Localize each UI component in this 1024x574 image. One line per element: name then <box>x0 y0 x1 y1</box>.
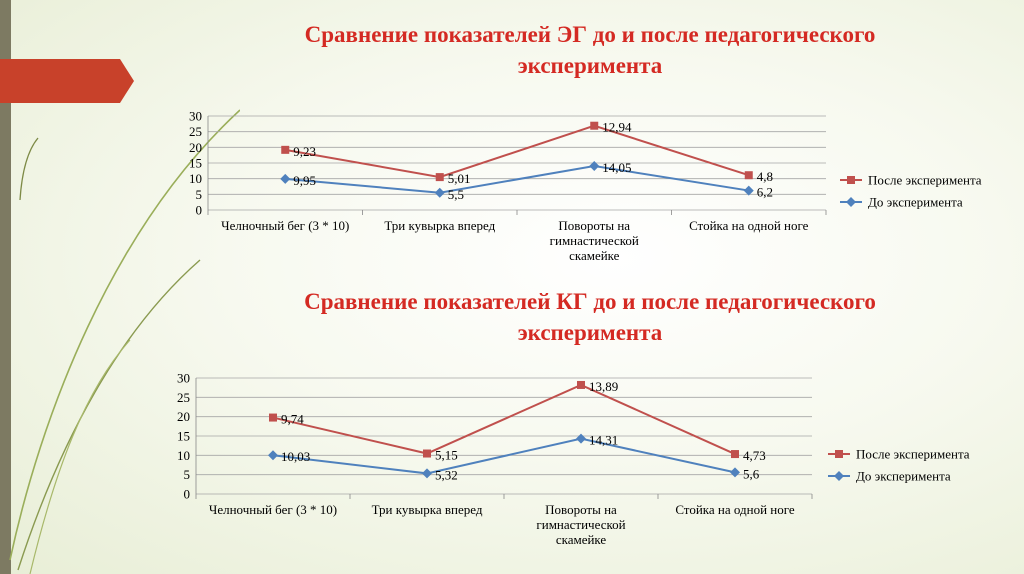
data-point <box>730 467 740 478</box>
decorative-stems <box>9 109 240 574</box>
y-tick-label: 0 <box>196 203 203 218</box>
data-label: 5,01 <box>448 171 471 186</box>
y-tick-label: 30 <box>189 109 202 124</box>
x-tick-label: Стойка на одной ноге <box>675 502 795 517</box>
data-label: 10,03 <box>281 449 310 464</box>
legend-label: До эксперимента <box>868 195 963 210</box>
series-line <box>272 437 736 475</box>
x-tick-label: Повороты на гимнастической скамейке <box>550 218 639 263</box>
y-tick-label: 15 <box>177 429 190 444</box>
legend-marker <box>834 471 844 481</box>
y-tick-label: 0 <box>184 487 191 502</box>
y-tick-label: 10 <box>177 448 190 463</box>
data-point <box>743 185 754 196</box>
data-label: 4,8 <box>757 169 773 184</box>
title2-line1: Сравнение показателей КГ до и после педа… <box>304 289 876 314</box>
y-tick-label: 20 <box>177 409 190 424</box>
data-point <box>422 468 432 479</box>
data-label: 5,6 <box>743 466 760 481</box>
data-point <box>590 121 599 130</box>
x-tick-label: Челночный бег (3 * 10) <box>209 502 337 517</box>
data-label: 14,05 <box>602 160 631 175</box>
data-label: 9,74 <box>281 412 304 427</box>
y-tick-label: 25 <box>177 390 190 405</box>
y-tick-label: 15 <box>189 156 202 171</box>
chart-title-kg: Сравнение показателей КГ до и после педа… <box>180 286 1000 348</box>
series-line <box>285 164 749 194</box>
data-label: 13,89 <box>589 379 618 394</box>
legend-label: До эксперимента <box>856 469 951 484</box>
series-line <box>272 383 736 455</box>
x-tick-label: Челночный бег (3 * 10) <box>221 218 349 233</box>
data-point <box>268 450 278 461</box>
data-point <box>577 380 585 389</box>
legend-marker <box>846 197 856 207</box>
legend-marker <box>835 450 843 458</box>
data-point <box>434 187 445 198</box>
chart-title-eg: Сравнение показателей ЭГ до и после педа… <box>180 19 1000 81</box>
data-point <box>744 171 753 180</box>
data-label: 14,31 <box>589 433 618 448</box>
data-label: 5,15 <box>435 448 458 463</box>
data-point <box>731 450 739 459</box>
data-point <box>589 160 600 171</box>
data-label: 9,95 <box>293 173 316 188</box>
x-tick-label: Стойка на одной ноге <box>689 218 809 233</box>
red-arrow-banner <box>0 59 134 103</box>
data-label: 9,23 <box>293 144 316 159</box>
y-tick-label: 20 <box>189 140 202 155</box>
data-point <box>423 449 431 458</box>
x-tick-label: Повороты на гимнастической скамейке <box>536 502 625 547</box>
series-line <box>285 124 750 179</box>
x-tick-label: Три кувырка вперед <box>384 218 495 233</box>
data-point <box>281 145 290 154</box>
legend-marker <box>847 176 855 184</box>
legend-label: После эксперимента <box>868 173 982 188</box>
data-point <box>435 173 444 182</box>
data-label: 5,5 <box>448 187 464 202</box>
y-tick-label: 5 <box>196 187 203 202</box>
legend-label: После эксперимента <box>856 447 970 462</box>
title1-line2: эксперимента <box>517 53 663 78</box>
title1-line1: Сравнение показателей ЭГ до и после педа… <box>304 22 876 47</box>
title2-line2: эксперимента <box>517 320 663 345</box>
y-tick-label: 25 <box>189 124 202 139</box>
data-label: 5,32 <box>435 467 458 482</box>
left-accent-bar <box>0 0 11 574</box>
data-label: 12,94 <box>602 120 632 135</box>
data-point <box>269 413 277 422</box>
data-label: 6,2 <box>757 185 773 200</box>
y-tick-label: 5 <box>184 467 191 482</box>
x-tick-label: Три кувырка вперед <box>372 502 483 517</box>
data-label: 4,73 <box>743 448 766 463</box>
y-tick-label: 30 <box>177 371 190 386</box>
data-point <box>280 173 291 184</box>
data-point <box>576 433 586 444</box>
y-tick-label: 10 <box>189 171 202 186</box>
